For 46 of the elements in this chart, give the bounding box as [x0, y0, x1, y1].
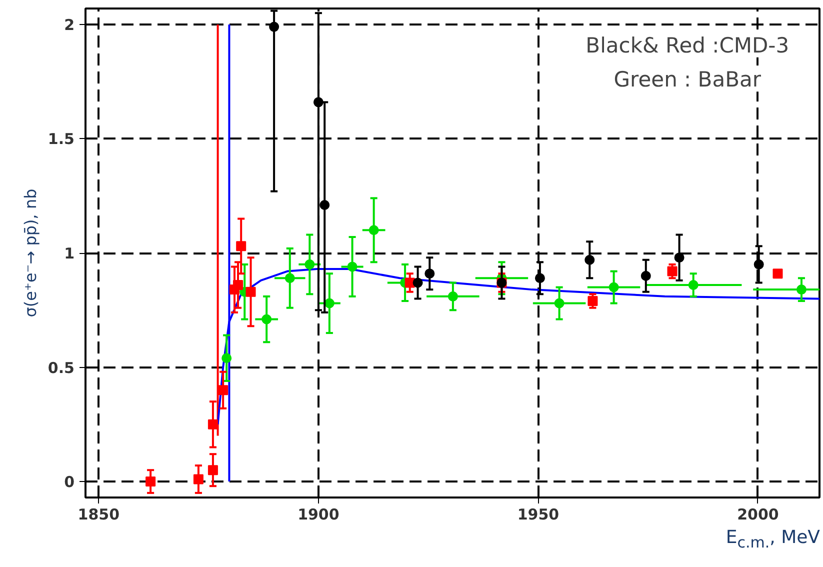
point: [262, 314, 272, 324]
y-axis-title: σ(e⁺e⁻→ pp̄), nb: [20, 188, 40, 318]
point: [368, 225, 379, 236]
annotation: Green : BaBar: [614, 68, 762, 92]
x-tick-label: 1950: [517, 506, 560, 524]
point: [588, 296, 598, 306]
point: [688, 280, 698, 290]
point: [222, 353, 232, 364]
point: [412, 278, 423, 288]
point: [324, 298, 334, 308]
point: [218, 385, 228, 396]
point: [313, 97, 324, 108]
point: [284, 273, 295, 284]
y-tick-label: 1: [64, 244, 74, 262]
point: [640, 270, 651, 281]
x-axis-title: E$_{c.m.}$, MeV: [726, 526, 820, 554]
y-tick-label: 1.5: [48, 130, 75, 148]
point: [424, 268, 435, 279]
point: [667, 266, 678, 276]
point: [146, 476, 156, 487]
y-tick-label: 2: [64, 16, 74, 34]
point: [796, 284, 806, 295]
x-tick-label: 1900: [298, 506, 340, 524]
point: [304, 259, 315, 270]
point: [674, 252, 684, 263]
point: [269, 22, 280, 32]
y-tick-label: 0.5: [48, 358, 75, 377]
point: [584, 254, 595, 265]
x-tick-label: 2000: [737, 506, 779, 524]
point: [208, 465, 218, 476]
point: [347, 262, 358, 272]
point: [193, 474, 204, 484]
point: [554, 298, 564, 308]
point: [608, 282, 619, 292]
y-tick-label: 0: [64, 473, 74, 492]
point: [448, 291, 458, 302]
point: [208, 419, 218, 430]
x-tick-label: 1850: [78, 506, 120, 524]
point: [233, 280, 244, 290]
point: [236, 241, 246, 252]
point: [754, 259, 764, 270]
point: [534, 273, 545, 284]
point: [320, 200, 330, 210]
point: [772, 268, 783, 279]
point: [246, 286, 256, 297]
annotation: Black& Red :CMD-3: [586, 33, 790, 58]
